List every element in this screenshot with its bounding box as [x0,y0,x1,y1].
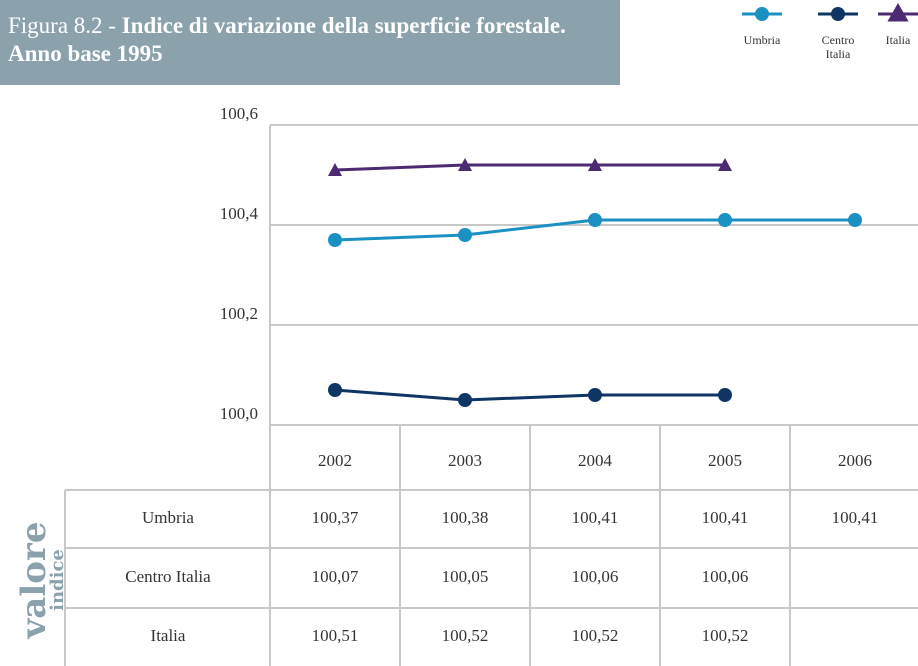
y-tick-label: 100,2 [220,304,258,323]
marker [588,388,602,402]
table-cell: 100,06 [572,567,619,586]
side-label-1: valore [14,522,54,640]
table-cell: 100,05 [442,567,489,586]
y-tick-label: 100,4 [220,204,259,223]
marker [718,158,732,171]
table-side-label: valore indice [14,522,68,640]
marker [588,158,602,171]
table-cell: 100,52 [702,626,749,645]
marker [328,383,342,397]
table-cell: 100,51 [312,626,359,645]
series-line [334,388,725,402]
x-tick-label: 2002 [318,451,352,470]
row-label: Umbria [142,508,194,527]
table-cell: 100,52 [572,626,619,645]
marker [328,163,342,176]
series-line [334,163,725,172]
y-tick-label: 100,0 [220,404,258,423]
x-tick-label: 2003 [448,451,482,470]
table-cell: 100,07 [312,567,359,586]
table-cell: 100,52 [442,626,489,645]
marker [588,213,602,227]
marker [458,393,472,407]
x-tick-label: 2005 [708,451,742,470]
side-label-2: indice [47,549,68,611]
legend-marker [755,7,769,21]
legend-label: Umbria [743,33,781,47]
chart-title: Indice di variazione della superficie fo… [8,13,566,66]
legend-label: Italia [885,33,911,47]
table-cell: 100,06 [702,567,749,586]
marker [458,228,472,242]
marker [328,233,342,247]
y-tick-label: 100,6 [220,104,258,123]
table-cell: 100,41 [572,508,619,527]
table-cell: 100,41 [832,508,879,527]
table-cell: 100,41 [702,508,749,527]
marker [718,388,732,402]
legend-marker [878,2,918,22]
row-label: Italia [151,626,186,645]
legend-label: Centro Italia [821,33,855,61]
figure-label: Figura 8.2 - [8,13,116,38]
title-box: Figura 8.2 - Indice di variazione della … [0,0,620,85]
table-cell: 100,37 [312,508,359,527]
legend-marker [831,7,845,21]
row-label: Centro Italia [125,567,211,586]
marker [848,213,862,227]
x-tick-label: 2004 [578,451,613,470]
table-cell: 100,38 [442,508,489,527]
marker [718,213,732,227]
x-tick-label: 2006 [838,451,872,470]
marker [458,158,472,171]
